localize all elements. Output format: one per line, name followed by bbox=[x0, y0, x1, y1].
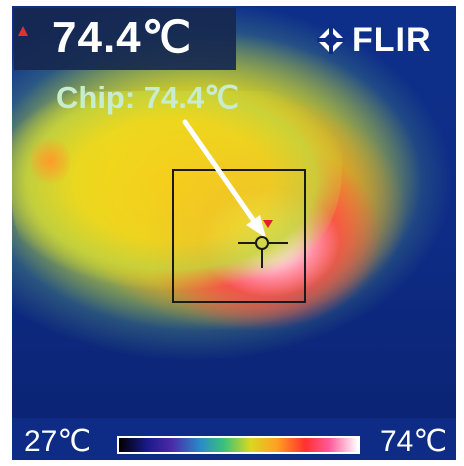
alarm-triangle-icon bbox=[18, 26, 28, 36]
scale-max-label: 74℃ bbox=[380, 425, 448, 458]
crosshair-icon bbox=[238, 236, 288, 268]
chip-annotation-label: Chip: 74.4℃ bbox=[56, 80, 239, 115]
brand-logo: FLIR bbox=[316, 20, 432, 60]
temperature-readout: 74.4℃ bbox=[52, 13, 193, 62]
brand-name: FLIR bbox=[352, 21, 432, 59]
warm-region bbox=[12, 91, 342, 291]
temperature-readout-box bbox=[14, 8, 236, 70]
warm-spot bbox=[30, 136, 70, 186]
flir-logo-icon bbox=[317, 26, 345, 54]
scale-min-label: 27℃ bbox=[24, 425, 92, 458]
color-palette-bar bbox=[117, 436, 360, 454]
annotation-arrow-head bbox=[246, 215, 266, 238]
measurement-box bbox=[172, 169, 306, 303]
annotation-arrow-shaft bbox=[182, 119, 259, 227]
thermal-image bbox=[12, 6, 456, 460]
hotspot-triangle-icon bbox=[263, 220, 273, 228]
